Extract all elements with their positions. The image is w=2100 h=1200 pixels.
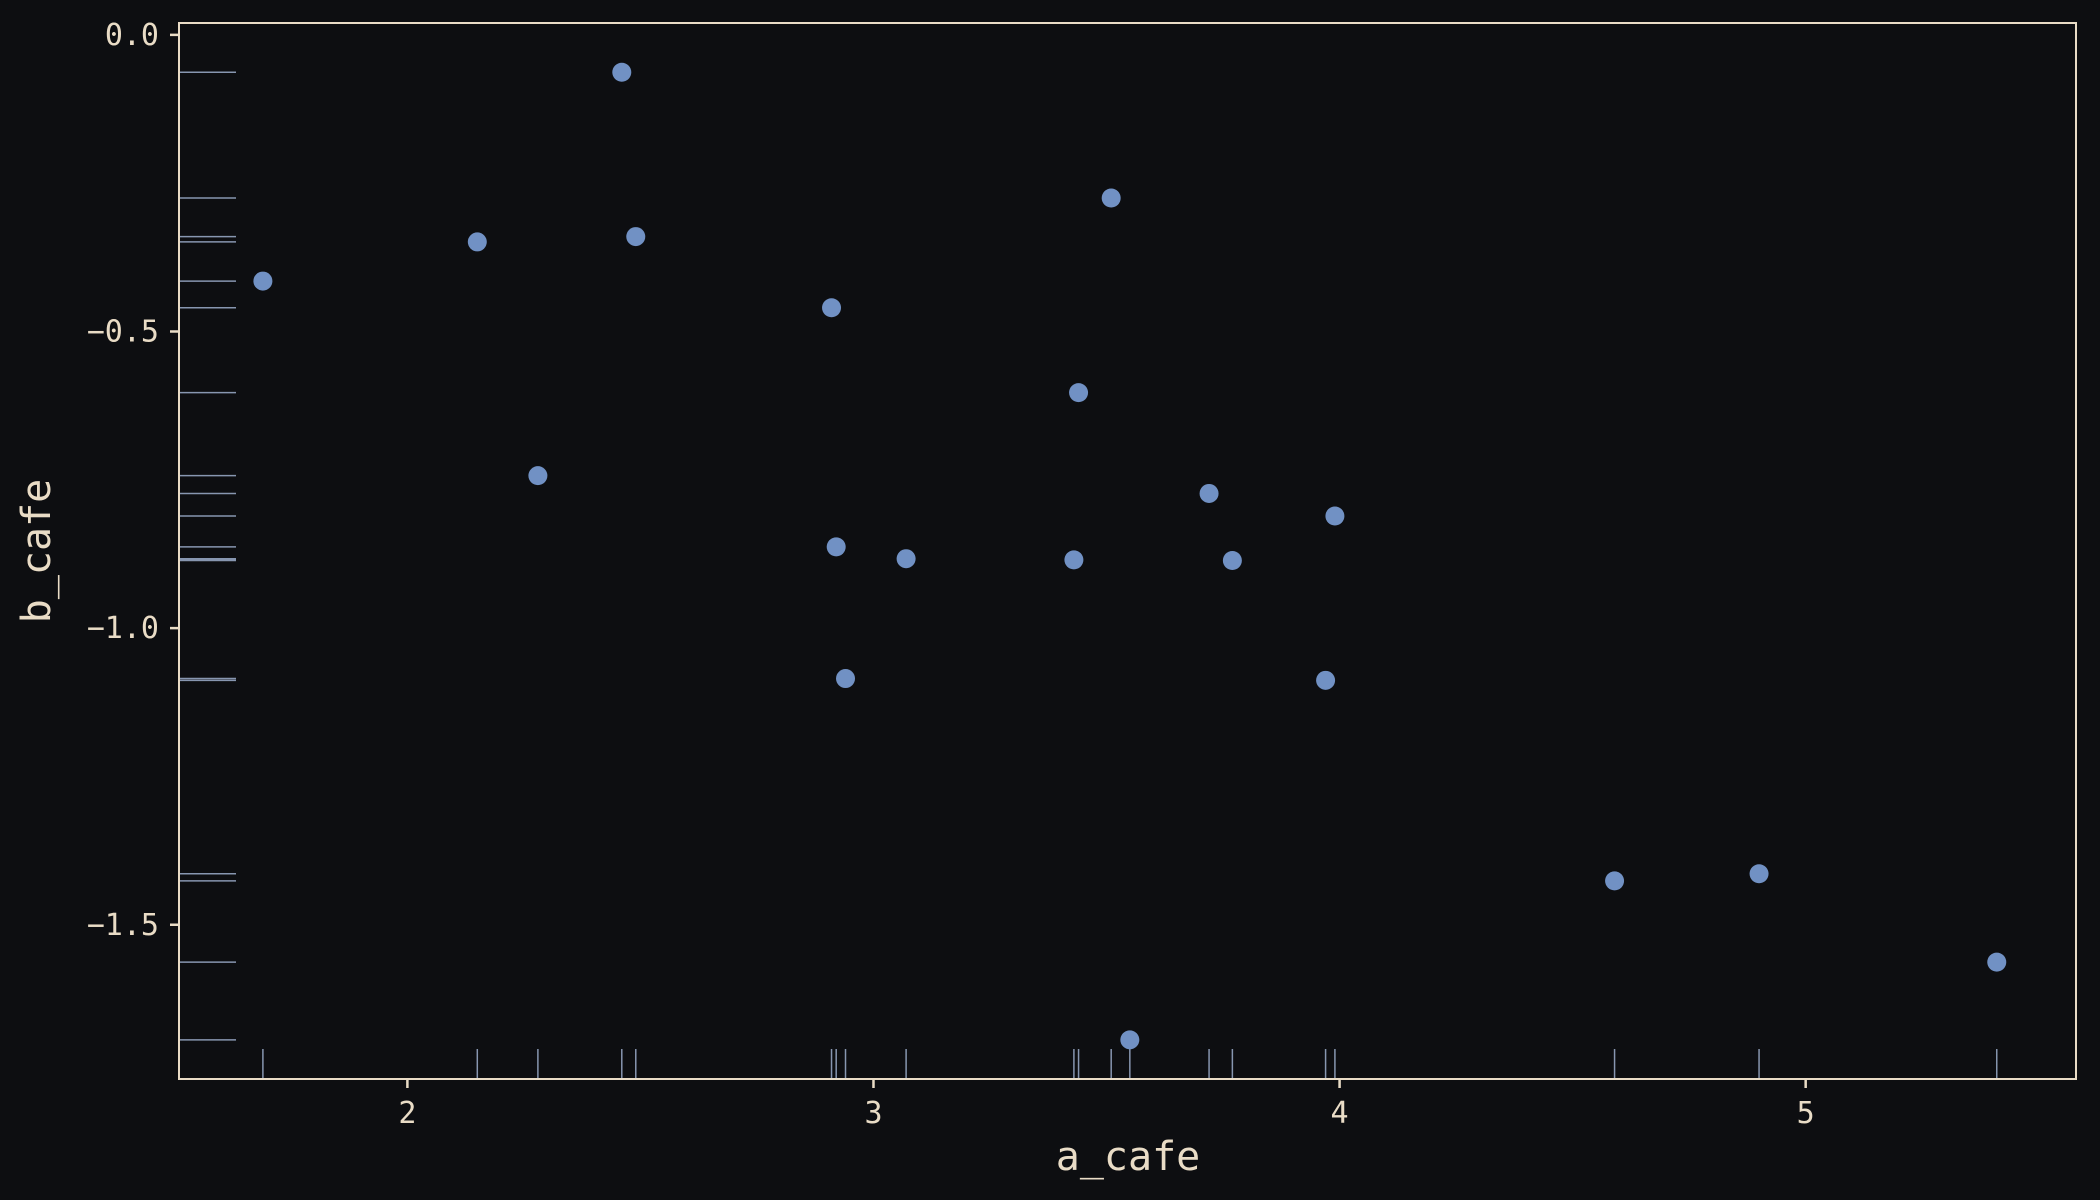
data-point [626, 227, 646, 247]
data-point [1120, 1030, 1140, 1050]
data-point [1605, 871, 1625, 891]
y-tick-label: −0.5 [87, 314, 159, 349]
data-point [528, 466, 548, 486]
data-point [822, 298, 842, 318]
data-point [1222, 550, 1242, 570]
data-point [1987, 952, 2007, 972]
data-point [1101, 188, 1121, 208]
x-axis: 2 3 4 5 [398, 1079, 1815, 1131]
data-point [836, 669, 856, 689]
x-axis-label: a_cafe [1056, 1134, 1201, 1180]
data-point [1316, 670, 1336, 690]
y-axis: 0.0 −0.5 −1.0 −1.5 [87, 18, 179, 943]
data-point [467, 232, 487, 252]
y-tick-label: −1.0 [87, 611, 159, 646]
rug-layer [179, 71, 1998, 1079]
points-layer [253, 62, 2007, 1050]
y-axis-label: b_cafe [14, 479, 60, 624]
x-tick-label: 5 [1797, 1096, 1815, 1131]
data-point [253, 271, 273, 291]
data-point [1199, 483, 1219, 503]
x-tick-label: 4 [1331, 1096, 1349, 1131]
y-tick-label: 0.0 [105, 18, 159, 53]
data-point [612, 62, 632, 82]
data-point [896, 549, 916, 569]
y-tick-label: −1.5 [87, 908, 159, 943]
x-tick-label: 3 [864, 1096, 882, 1131]
data-point [1749, 864, 1769, 884]
data-point [1064, 550, 1084, 570]
x-tick-label: 2 [398, 1096, 416, 1131]
data-point [1069, 383, 1089, 403]
plot-frame [178, 22, 2077, 1080]
data-point [1325, 506, 1345, 526]
data-point [826, 537, 846, 557]
